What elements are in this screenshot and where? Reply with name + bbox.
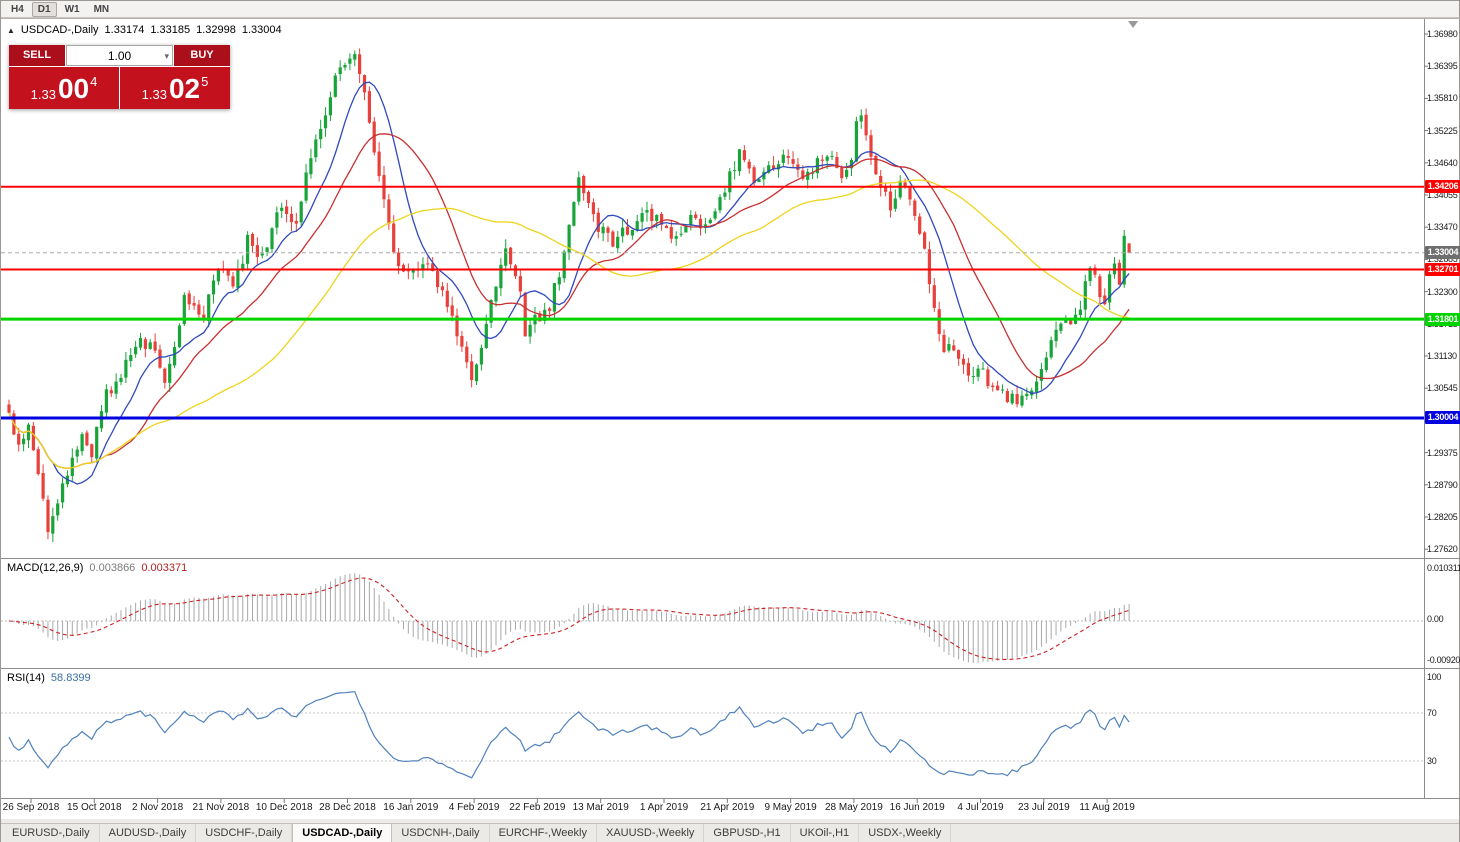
price-axis-label: 1.27620 [1427, 544, 1458, 555]
date-axis-label: 23 Jul 2019 [1017, 802, 1070, 813]
date-axis-label: 4 Jul 2019 [957, 802, 1004, 813]
price-axis-label: 1.28205 [1427, 512, 1458, 522]
window-splitter[interactable] [1, 819, 1459, 823]
price-axis-label: 1.32300 [1427, 286, 1458, 297]
price-axis-label: 1.31130 [1427, 351, 1457, 361]
timeframe-toolbar: H4 D1 W1 MN [1, 1, 1459, 18]
price-axis-label: 1.29375 [1427, 447, 1458, 458]
autoscroll-marker-icon [1128, 21, 1139, 28]
date-axis-label: 28 May 2019 [824, 802, 883, 813]
rsi-name: RSI(14) [7, 672, 45, 684]
period-button-mn[interactable]: MN [87, 1, 116, 17]
price-axis-label: 1.34055 [1427, 190, 1458, 200]
date-axis-label: 4 Feb 2019 [448, 802, 500, 813]
date-axis-label: 22 Feb 2019 [509, 802, 566, 813]
chart-tab-usdcad[interactable]: USDCAD-,Daily [292, 824, 393, 842]
period-button-w1[interactable]: W1 [58, 1, 86, 17]
level-price-chip: 1.32701 [1425, 263, 1460, 277]
chart-tab-usdcnh[interactable]: USDCNH-,Daily [392, 824, 490, 842]
buy-price-pips: 02 [168, 73, 201, 104]
sell-price-base: 1.33 [30, 87, 56, 102]
date-axis-label: 16 Jan 2019 [383, 802, 439, 813]
moving-averages-layer [8, 81, 1130, 485]
price-axis-label: 1.34640 [1427, 157, 1458, 168]
level-price-chip: 1.34206 [1425, 180, 1460, 194]
sell-price-display[interactable]: 1.33 00 4 [9, 67, 119, 109]
sell-price-fraction: 4 [90, 74, 98, 89]
macd-layer [1, 573, 1424, 663]
horizontal-levels-layer[interactable] [1, 185, 1424, 420]
macd-axis-label: -0.009203 [1427, 655, 1460, 665]
price-axis-label: 1.28790 [1427, 479, 1458, 490]
rsi-layer [1, 691, 1424, 779]
date-axis-label: 1 Apr 2019 [639, 802, 689, 813]
ohlc-high: 1.33185 [150, 24, 191, 36]
price-axis-label: 1.35225 [1427, 125, 1458, 136]
current-price-chip: 1.33004 [1425, 246, 1460, 260]
price-axis-label: 1.36395 [1427, 61, 1458, 72]
chart-tab-gbpusd[interactable]: GBPUSD-,H1 [704, 824, 791, 842]
price-axis-label: 1.30545 [1427, 383, 1458, 394]
ohlc-close: 1.33004 [241, 24, 282, 36]
macd-axis-label: 0.010311 [1427, 563, 1460, 573]
buy-price-fraction: 5 [201, 74, 209, 89]
price-axis-label: 1.35810 [1427, 93, 1458, 104]
price-axis-label: 1.36980 [1427, 29, 1458, 39]
period-button-h4[interactable]: H4 [5, 1, 30, 17]
sell-price-pips: 00 [57, 73, 90, 104]
date-axis-label: 26 Sep 2018 [2, 802, 60, 813]
candles-layer[interactable] [7, 48, 1131, 543]
buy-price-display[interactable]: 1.33 02 5 [120, 67, 230, 109]
one-click-panel-toggle-icon[interactable]: ▲ [7, 25, 15, 35]
rsi-label: RSI(14) 58.8399 [7, 672, 91, 684]
rsi-axis-label: 100 [1427, 672, 1442, 682]
date-axis-label: 2 Nov 2018 [132, 802, 184, 813]
level-price-chip: 1.30004 [1425, 411, 1460, 425]
volume-dropdown-icon[interactable]: ▾ [164, 51, 169, 61]
chart-tab-ukoil[interactable]: UKOil-,H1 [791, 824, 860, 842]
volume-input[interactable]: 1.00 ▾ [66, 45, 173, 66]
sell-button[interactable]: SELL [9, 45, 65, 66]
macd-label: MACD(12,26,9) 0.003866 0.003371 [7, 562, 187, 574]
level-price-chip: 1.31801 [1425, 312, 1460, 326]
date-axis[interactable]: 26 Sep 2018 15 Oct 2018 2 Nov 2018 21 Nov 2… [1, 798, 1424, 818]
date-axis-label: 21 Nov 2018 [192, 802, 250, 813]
ohlc-low: 1.32998 [196, 24, 236, 36]
ohlc-open: 1.33174 [104, 24, 145, 36]
one-click-trade-panel: SELL 1.00 ▾ BUY 1.33 00 4 1.33 02 5 [9, 45, 230, 109]
price-axis[interactable]: 1.36980 1.36395 1.35810 1.35225 1.34640 1.340… [1424, 1, 1460, 798]
chart-tab-eurchf[interactable]: EURCHF-,Weekly [490, 824, 597, 842]
macd-axis-label: 0.00 [1427, 614, 1444, 624]
price-axis-label: 1.33470 [1427, 222, 1458, 233]
period-button-d1[interactable]: D1 [31, 1, 57, 17]
volume-value: 1.00 [107, 48, 132, 63]
rsi-axis-label: 70 [1427, 708, 1437, 718]
symbol-title: USDCAD-,Daily [20, 24, 99, 36]
rsi-axis-label: 30 [1427, 756, 1437, 766]
chart-tab-xauusd[interactable]: XAUUSD-,Weekly [597, 824, 705, 842]
buy-price-base: 1.33 [141, 87, 167, 102]
date-axis-label: 28 Dec 2018 [319, 802, 376, 813]
date-axis-label: 16 Jun 2019 [889, 802, 945, 813]
chart-tab-eurusd[interactable]: EURUSD-,Daily [3, 824, 100, 842]
chart-title: ▲ USDCAD-,Daily 1.33174 1.33185 1.32998 … [7, 24, 282, 36]
rsi-value: 58.8399 [50, 672, 91, 684]
date-axis-label: 9 May 2019 [764, 802, 817, 813]
chart-tab-audusd[interactable]: AUDUSD-,Daily [100, 824, 197, 842]
date-axis-label: 11 Aug 2019 [1079, 802, 1135, 813]
chart-tab-usdchf[interactable]: USDCHF-,Daily [196, 824, 293, 842]
chart-tab-usdx[interactable]: USDX-,Weekly [859, 824, 952, 842]
date-axis-label: 21 Apr 2019 [700, 802, 755, 813]
chart-tabs-bar: EURUSD-,Daily AUDUSD-,Daily USDCHF-,Daily U… [1, 823, 1459, 842]
date-axis-label: 13 Mar 2019 [572, 802, 629, 813]
date-axis-label: 10 Dec 2018 [255, 802, 313, 813]
macd-main-value: 0.003866 [89, 562, 136, 574]
buy-button[interactable]: BUY [174, 45, 230, 66]
macd-name: MACD(12,26,9) [7, 562, 84, 574]
price-axis-label: 1.32885 [1427, 254, 1458, 265]
macd-signal-value: 0.003371 [141, 562, 188, 574]
date-axis-label: 15 Oct 2018 [67, 802, 122, 813]
